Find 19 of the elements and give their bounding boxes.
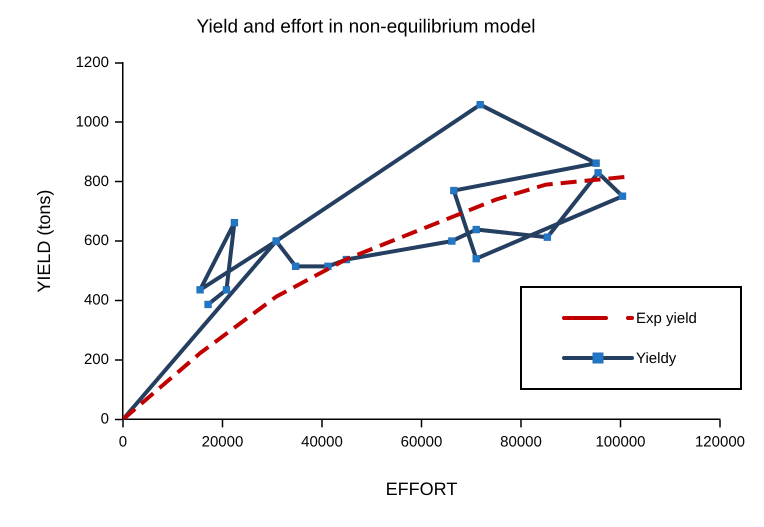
y-axis-title: YIELD (tons) bbox=[34, 190, 54, 293]
x-tick-label: 40000 bbox=[301, 434, 343, 451]
y-tick-label: 800 bbox=[84, 172, 109, 190]
legend-label: Yieldy bbox=[636, 350, 676, 366]
x-tick-label: 100000 bbox=[595, 434, 646, 451]
x-axis-title: EFFORT bbox=[386, 479, 458, 500]
legend-label: Exp yield bbox=[636, 310, 697, 326]
y-tick-label: 400 bbox=[84, 292, 109, 309]
x-tick-label: 20000 bbox=[202, 434, 244, 451]
y-tick-label: 200 bbox=[84, 351, 109, 368]
y-tick-label: 0 bbox=[100, 410, 109, 428]
chart-title: Yield and effort in non-equilibrium model bbox=[196, 16, 536, 38]
x-tick-label: 60000 bbox=[400, 434, 442, 451]
y-tick-label: 1000 bbox=[76, 113, 109, 130]
x-tick-label: 120000 bbox=[694, 434, 746, 451]
y-tick-label: 1200 bbox=[76, 54, 109, 71]
x-tick-label: 0 bbox=[118, 434, 128, 451]
y-tick-label: 600 bbox=[84, 232, 109, 250]
x-tick-label: 80000 bbox=[500, 434, 542, 451]
